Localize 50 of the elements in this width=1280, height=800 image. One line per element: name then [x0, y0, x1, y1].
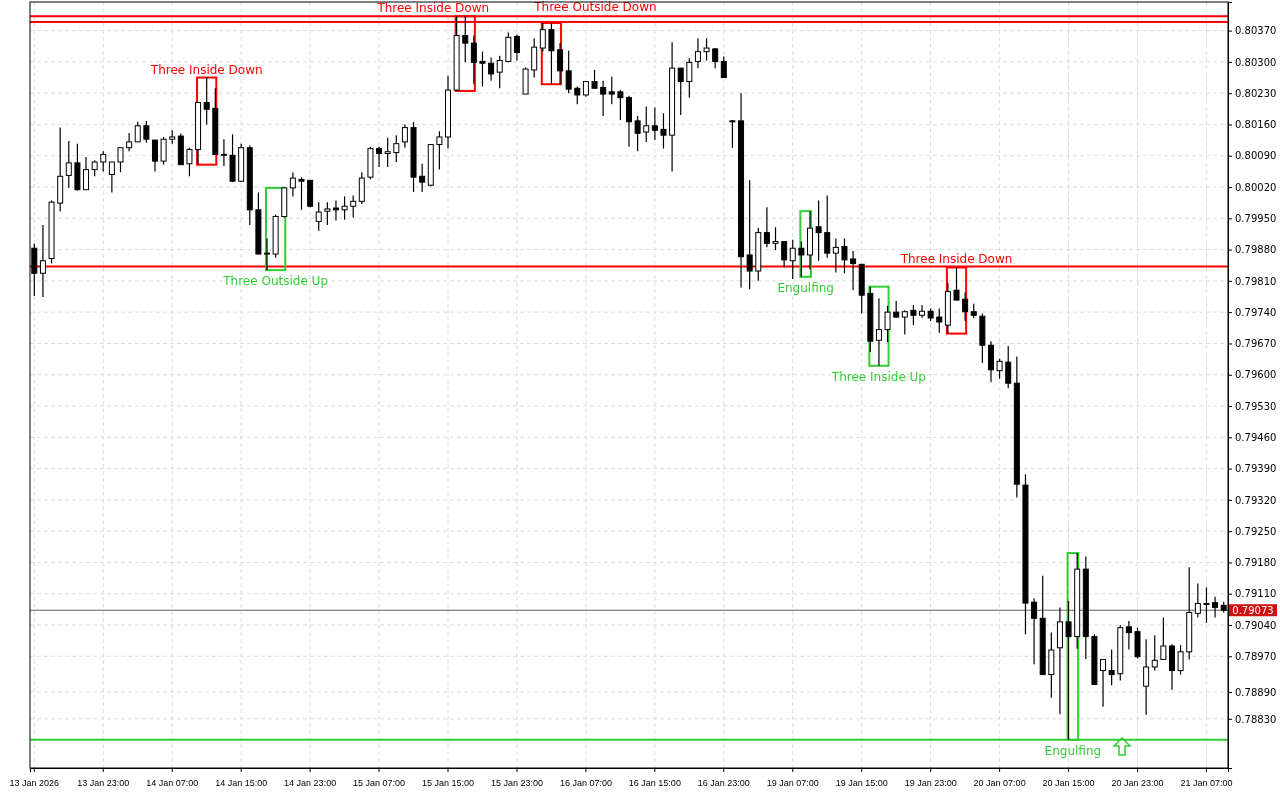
- ref-line-label: 0.79073: [1232, 605, 1274, 617]
- y-tick-label: 0.79040: [1235, 619, 1277, 631]
- x-tick-label: 20 Jan 07:00: [973, 777, 1026, 788]
- y-tick-label: 0.79880: [1235, 244, 1277, 256]
- y-tick-label: 0.78830: [1235, 713, 1277, 725]
- annotation: Engulfing: [1044, 743, 1102, 758]
- y-tick-label: 0.79180: [1235, 557, 1277, 569]
- y-tick-label: 0.80020: [1235, 181, 1277, 193]
- x-tick-label: 15 Jan 23:00: [490, 777, 543, 788]
- x-tick-label: 13 Jan 2026: [9, 777, 60, 788]
- y-tick-label: 0.79950: [1235, 213, 1277, 224]
- y-tick-label: 0.78890: [1235, 686, 1277, 698]
- y-tick-label: 0.79740: [1235, 306, 1277, 318]
- y-tick-label: 0.79460: [1235, 431, 1277, 443]
- y-tick-label: 0.79250: [1235, 525, 1277, 537]
- y-tick-label: 0.80370: [1235, 25, 1277, 37]
- annotation: Three Inside Down: [149, 62, 263, 77]
- x-tick-label: 16 Jan 07:00: [559, 777, 612, 788]
- x-tick-label: 21 Jan 07:00: [1180, 777, 1233, 788]
- x-tick-label: 19 Jan 15:00: [835, 777, 888, 788]
- y-tick-label: 0.79600: [1235, 369, 1277, 381]
- y-tick-label: 0.80300: [1235, 56, 1277, 68]
- y-tick-label: 0.78970: [1235, 650, 1277, 662]
- x-tick-label: 19 Jan 23:00: [904, 777, 957, 788]
- annotation: Three Inside Down: [899, 252, 1013, 267]
- annotation: Engulfing: [777, 280, 834, 295]
- y-tick-label: 0.80090: [1235, 150, 1277, 162]
- annotation: Three Inside Down: [376, 1, 490, 16]
- y-tick-label: 0.79670: [1235, 338, 1277, 350]
- annotation: Three Outside Up: [222, 273, 329, 288]
- x-tick-label: 15 Jan 15:00: [421, 777, 475, 788]
- y-tick-label: 0.79390: [1235, 463, 1277, 475]
- y-tick-label: 0.79810: [1235, 275, 1277, 287]
- x-tick-label: 16 Jan 23:00: [697, 777, 750, 788]
- x-tick-label: 20 Jan 23:00: [1111, 777, 1164, 788]
- y-tick-label: 0.79110: [1235, 588, 1277, 600]
- annotation: Three Outside Down: [533, 0, 657, 14]
- y-tick-label: 0.79530: [1235, 400, 1277, 412]
- x-tick-label: 14 Jan 07:00: [146, 777, 199, 788]
- x-tick-label: 15 Jan 07:00: [353, 777, 406, 788]
- annotation: Three Inside Up: [830, 369, 927, 384]
- y-tick-label: 0.80160: [1235, 119, 1277, 131]
- x-tick-label: 14 Jan 15:00: [215, 777, 268, 788]
- x-tick-label: 16 Jan 15:00: [628, 777, 681, 788]
- y-tick-label: 0.79320: [1235, 494, 1277, 506]
- x-tick-label: 13 Jan 23:00: [77, 777, 130, 788]
- x-tick-label: 19 Jan 07:00: [766, 777, 819, 788]
- x-tick-label: 14 Jan 23:00: [284, 777, 337, 788]
- x-tick-label: 20 Jan 15:00: [1042, 777, 1095, 788]
- y-tick-label: 0.80230: [1235, 87, 1277, 99]
